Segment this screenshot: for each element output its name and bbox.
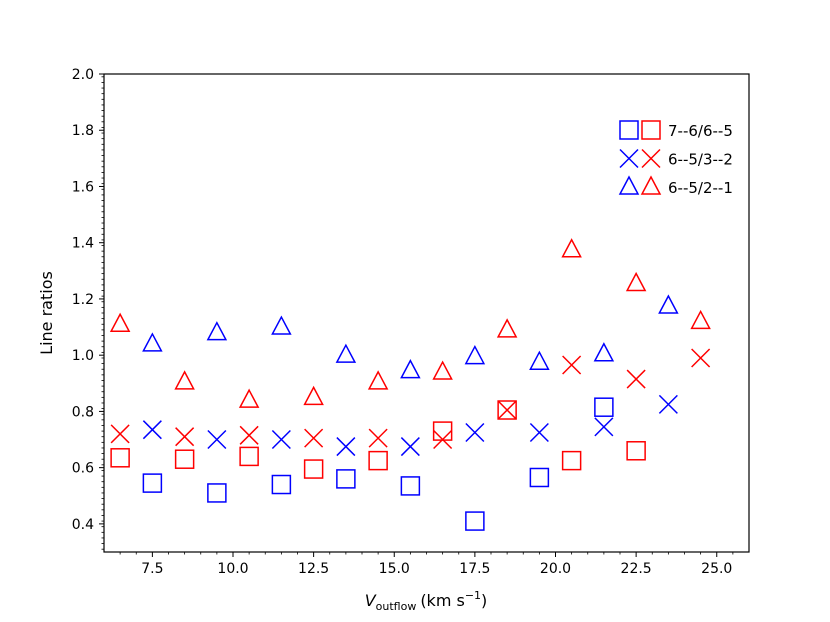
square-marker (207, 483, 227, 503)
x-marker (400, 437, 420, 457)
x-axis-label-subscript: outflow (376, 600, 417, 613)
x-axis-label-close: ) (481, 591, 487, 610)
x-marker (594, 417, 614, 437)
triangle-marker (496, 318, 518, 338)
triangle-marker (109, 312, 131, 332)
square-marker (142, 473, 163, 493)
y-tick-label: 0.4 (72, 517, 94, 533)
y-tick-label: 1.0 (72, 348, 94, 364)
x-tick-label: 10.0 (217, 561, 248, 577)
x-marker (691, 348, 711, 368)
legend-square-blue (619, 120, 639, 140)
triangle-marker (593, 342, 615, 362)
triangle-marker (464, 344, 486, 365)
square-marker (303, 459, 324, 479)
x-marker (465, 422, 485, 443)
x-axis-label: Voutflow (km s−1) (365, 589, 488, 613)
legend-x-red (641, 148, 661, 169)
x-marker (658, 394, 678, 414)
triangle-marker (271, 315, 292, 335)
x-marker (175, 427, 195, 447)
x-tick-label: 7.5 (141, 561, 163, 577)
legend-triangle-blue (618, 175, 640, 195)
square-marker (239, 446, 259, 467)
x-axis-label-symbol: V (365, 591, 377, 610)
y-tick-label: 0.6 (72, 461, 94, 477)
y-tick-label: 1.4 (72, 236, 94, 252)
x-marker (368, 428, 388, 448)
square-marker (594, 397, 614, 417)
square-marker (497, 400, 517, 420)
y-tick-label: 1.8 (72, 123, 94, 139)
x-axis-ticks: 7.5 10.0 12.5 15.0 17.5 20.0 22.5 25.0 (119, 552, 734, 577)
legend-label: 6--5/3--2 (668, 151, 733, 169)
triangle-marker (142, 332, 163, 352)
triangle-marker (690, 309, 711, 330)
triangle-marker (206, 321, 228, 341)
square-marker (465, 511, 485, 531)
x-marker (433, 429, 453, 450)
x-marker (497, 400, 517, 420)
square-marker (271, 474, 292, 495)
triangle-marker (529, 350, 550, 370)
y-tick-label: 1.6 (72, 179, 94, 195)
x-marker (626, 369, 646, 389)
x-tick-label: 12.5 (298, 561, 329, 577)
x-marker (304, 428, 324, 448)
triangle-marker (432, 360, 453, 380)
triangle-marker (367, 370, 389, 390)
square-marker (561, 450, 582, 471)
x-axis-label-units: (km s (420, 591, 465, 610)
triangle-marker (658, 294, 679, 314)
triangle-marker (400, 359, 421, 379)
x-marker (110, 424, 130, 444)
square-marker (400, 476, 421, 496)
square-marker (529, 467, 550, 488)
data-markers (109, 238, 711, 531)
y-axis-label: Line ratios (37, 271, 56, 355)
square-marker (626, 441, 646, 461)
y-axis-ticks: 0.4 0.6 0.8 1.0 1.2 1.4 1.6 1.8 2.0 (72, 67, 104, 550)
y-tick-label: 1.2 (72, 292, 94, 308)
legend: 7--6/6--5 6--5/3--2 6--5/2--1 (618, 120, 733, 197)
x-tick-label: 15.0 (379, 561, 410, 577)
legend-square-red (641, 120, 661, 140)
triangle-marker (238, 388, 260, 408)
plot-area (103, 73, 750, 553)
x-marker (239, 425, 259, 445)
triangle-marker (303, 385, 324, 406)
square-marker (336, 469, 356, 489)
x-marker (142, 420, 162, 440)
x-tick-label: 17.5 (459, 561, 490, 577)
x-tick-label: 25.0 (701, 561, 732, 577)
x-marker (562, 355, 582, 375)
y-tick-label: 0.8 (72, 404, 94, 420)
legend-x-blue (619, 148, 639, 169)
square-marker (368, 450, 388, 471)
triangle-marker (174, 370, 195, 390)
x-tick-label: 22.5 (621, 561, 652, 577)
triangle-marker (625, 271, 647, 292)
square-marker (174, 449, 195, 469)
x-marker (529, 422, 549, 443)
x-tick-label: 20.0 (540, 561, 571, 577)
x-axis-label-superscript: −1 (465, 589, 481, 602)
x-marker (336, 437, 356, 457)
legend-label: 7--6/6--5 (668, 122, 733, 140)
x-marker (207, 429, 227, 450)
triangle-marker (561, 238, 582, 258)
square-marker (110, 448, 130, 468)
x-marker (271, 429, 291, 450)
legend-label: 6--5/2--1 (668, 179, 733, 197)
triangle-marker (335, 343, 357, 363)
y-tick-label: 2.0 (72, 67, 94, 83)
legend-triangle-red (640, 175, 662, 195)
